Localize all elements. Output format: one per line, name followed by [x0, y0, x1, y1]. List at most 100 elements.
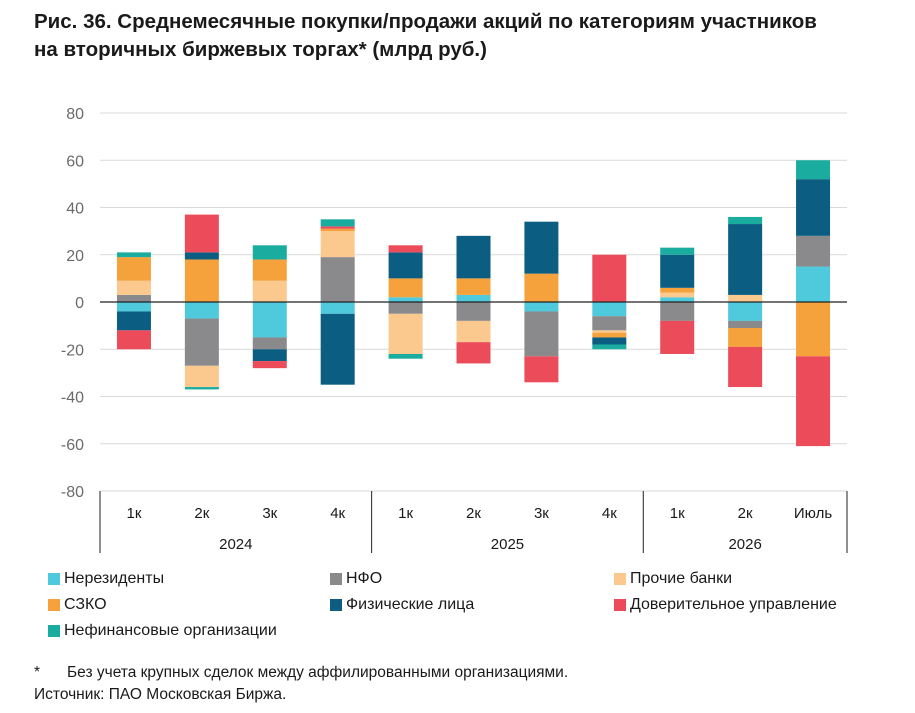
- legend-label: Доверительное управление: [630, 596, 837, 613]
- x-tick-label: 2к: [194, 505, 209, 522]
- legend-label: Физические лица: [346, 596, 475, 613]
- bar-segment: [116, 330, 151, 350]
- bar-segment: [660, 292, 695, 298]
- bar-segment: [116, 280, 151, 295]
- x-tick-label: 3к: [534, 505, 549, 522]
- bar-segment: [592, 330, 627, 333]
- y-tick-label: 0: [75, 295, 84, 312]
- legend-swatch: [48, 573, 60, 585]
- legend-label: Прочие банки: [630, 570, 733, 587]
- bar-segment: [116, 311, 151, 331]
- footnote-text: Без учета крупных сделок между аффилиров…: [67, 664, 569, 681]
- bar-segment: [252, 349, 287, 362]
- y-tick-label: -60: [61, 437, 84, 454]
- bar-segment: [320, 226, 355, 229]
- bar-segment: [660, 320, 695, 354]
- bar-segment: [388, 252, 423, 279]
- bar-segment: [252, 245, 287, 260]
- legend-item-nonfinancial-orgs: Нефинансовые организации: [48, 622, 277, 640]
- bar-segment: [728, 327, 763, 347]
- bar-segment: [252, 259, 287, 281]
- bar-segment: [184, 259, 219, 302]
- x-tick-label: 4к: [602, 505, 617, 522]
- bar-segment: [456, 342, 491, 364]
- chart-notes: * Без учета крупных сделок между аффилир…: [34, 662, 568, 706]
- bar-segment: [320, 257, 355, 302]
- bar-segment: [524, 221, 559, 274]
- bar-segment: [796, 160, 831, 180]
- legend-item-individuals: Физические лица: [330, 596, 474, 614]
- legend-swatch: [330, 599, 342, 611]
- bar-segment: [796, 266, 831, 302]
- bar-segment: [388, 353, 423, 359]
- bar-segment: [524, 311, 559, 357]
- bar-segment: [116, 257, 151, 281]
- bar-segment: [592, 332, 627, 338]
- bar-segment: [320, 313, 355, 385]
- bar-segment: [524, 302, 559, 312]
- bar-segment: [456, 235, 491, 279]
- bar-segment: [728, 294, 763, 302]
- bar-segment: [388, 297, 423, 302]
- x-tick-label: 1к: [127, 505, 142, 522]
- bar-segment: [796, 235, 831, 267]
- bar-segment: [184, 387, 219, 390]
- bar-segment: [184, 302, 219, 319]
- bar-segment: [252, 302, 287, 338]
- y-tick-label: -20: [61, 342, 84, 359]
- bar-segment: [184, 214, 219, 253]
- bar-segment: [660, 254, 695, 288]
- bar-segment: [252, 361, 287, 369]
- bar-segment: [184, 365, 219, 388]
- bar-segment: [456, 320, 491, 343]
- bar-segment: [728, 320, 763, 328]
- bar-segment: [728, 346, 763, 388]
- legend-label: НФО: [346, 570, 383, 587]
- bar-segment: [728, 216, 763, 225]
- bar-segment: [796, 356, 831, 447]
- y-tick-label: 80: [66, 106, 84, 123]
- x-tick-label: Июль: [794, 505, 832, 522]
- bar-segment: [320, 231, 355, 258]
- x-tick-label: 4к: [330, 505, 345, 522]
- bar-segment: [592, 337, 627, 345]
- x-tick-label: 3к: [262, 505, 277, 522]
- bar-segment: [184, 252, 219, 260]
- bar-segment: [660, 247, 695, 255]
- legend-swatch: [48, 625, 60, 637]
- legend-label: Нефинансовые организации: [64, 622, 277, 639]
- bar-segment: [660, 297, 695, 302]
- bar-segment: [660, 287, 695, 293]
- bar-segment: [116, 302, 151, 312]
- bar-segment: [728, 224, 763, 295]
- bar-segment: [320, 219, 355, 227]
- bar-segment: [388, 278, 423, 298]
- group-label: 2026: [728, 536, 761, 553]
- bar-segment: [456, 302, 491, 321]
- bar-segment: [320, 302, 355, 314]
- y-tick-label: 20: [66, 248, 84, 265]
- bar-segment: [116, 252, 151, 258]
- legend-swatch: [614, 599, 626, 611]
- legend-swatch: [48, 599, 60, 611]
- x-tick-label: 2к: [738, 505, 753, 522]
- legend-item-trust-management: Доверительное управление: [614, 596, 837, 614]
- chart-title-line-1: Рис. 36. Среднемесячные покупки/продажи …: [34, 10, 817, 33]
- legend-swatch: [330, 573, 342, 585]
- source-text: Источник: ПАО Московская Биржа.: [34, 686, 287, 703]
- chart-title: Рис. 36. Среднемесячные покупки/продажи …: [34, 8, 904, 64]
- bar-segment: [524, 356, 559, 383]
- x-tick-label: 1к: [398, 505, 413, 522]
- footnote-marker: *: [34, 664, 41, 681]
- x-tick-label: 2к: [466, 505, 481, 522]
- x-tick-label: 1к: [670, 505, 685, 522]
- bar-segment: [456, 294, 491, 302]
- bar-segment: [728, 302, 763, 321]
- legend-item-nonresidents: Нерезиденты: [48, 570, 164, 588]
- bar-segment: [456, 278, 491, 295]
- group-label: 2025: [491, 536, 524, 553]
- bar-segment: [388, 313, 423, 354]
- legend-item-nfo: НФО: [330, 570, 382, 588]
- group-label: 2024: [219, 536, 252, 553]
